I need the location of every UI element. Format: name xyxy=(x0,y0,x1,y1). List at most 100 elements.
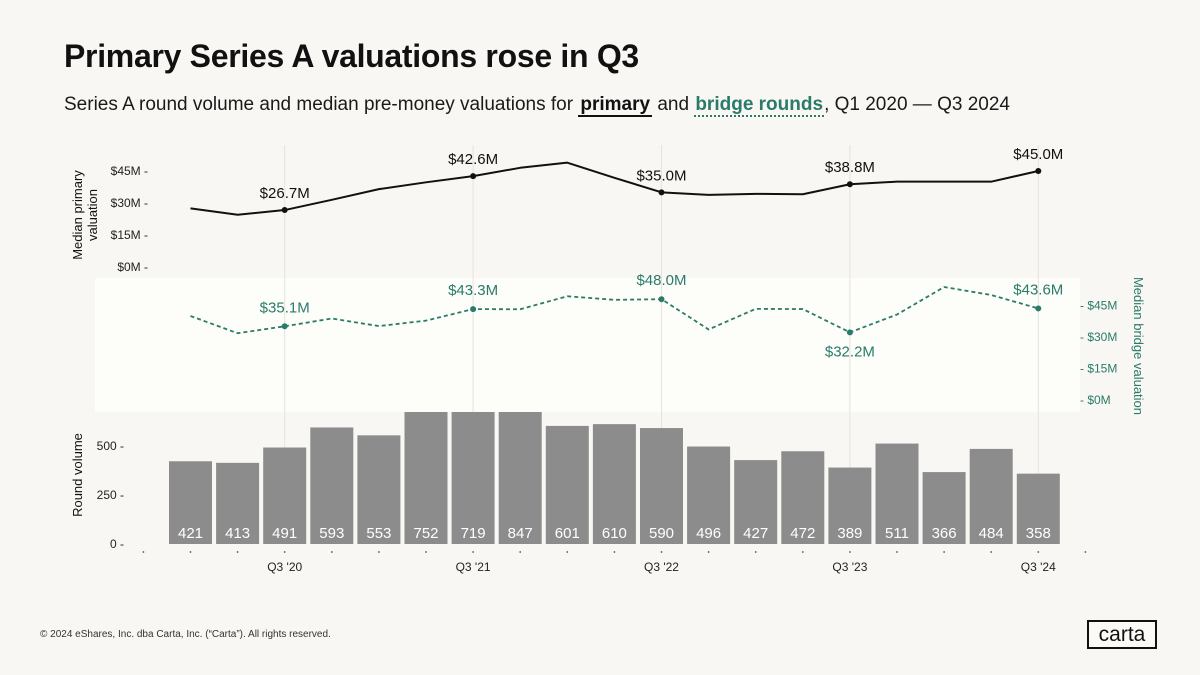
volume-bar xyxy=(498,412,542,544)
primary-data-label: $26.7M xyxy=(260,185,310,202)
volume-bar xyxy=(216,462,260,544)
primary-point xyxy=(1035,168,1042,174)
bridge-data-label: $43.3M xyxy=(448,282,498,299)
bridge-data-label: $32.2M xyxy=(825,343,875,360)
volume-bar-label: 389 xyxy=(837,525,862,542)
primary-point xyxy=(470,173,477,180)
volume-bar xyxy=(640,428,683,544)
bridge-data-label: $35.1M xyxy=(260,299,310,316)
volume-tick-label: 250 - xyxy=(97,488,124,502)
volume-bar xyxy=(263,447,307,544)
primary-valuation-line xyxy=(190,161,1039,216)
subtitle-text-post: , Q1 2020 — Q3 2024 xyxy=(824,94,1010,115)
volume-bar xyxy=(828,467,872,544)
bridge-panel-background xyxy=(95,278,1080,412)
volume-bar-label: 752 xyxy=(413,525,438,542)
bridge-point xyxy=(846,329,853,336)
primary-point xyxy=(846,181,853,188)
volume-bar-label: 601 xyxy=(555,525,580,542)
primary-tick-label: $45M - xyxy=(111,164,148,178)
x-tick-dot xyxy=(1084,551,1087,553)
bridge-point xyxy=(1035,305,1042,312)
bridge-data-label: $48.0M xyxy=(636,272,686,289)
x-tick-dot xyxy=(990,551,993,553)
x-tick-dot xyxy=(330,551,333,553)
x-tick-label: Q3 '22 xyxy=(644,560,679,574)
x-tick-dot xyxy=(472,551,474,553)
primary-tick-label: $15M - xyxy=(111,228,148,242)
chart-subtitle: Series A round volume and median pre-mon… xyxy=(64,94,1010,117)
primary-data-label: $35.0M xyxy=(636,167,686,184)
volume-bar-label: 610 xyxy=(602,525,627,542)
volume-bar xyxy=(169,461,212,544)
primary-data-label: $45.0M xyxy=(1013,146,1063,163)
x-tick-dot xyxy=(849,551,851,553)
bridge-tick-label: - $15M xyxy=(1080,362,1117,376)
volume-bar-label: 847 xyxy=(508,525,533,542)
volume-bar xyxy=(734,460,778,544)
volume-bar xyxy=(875,443,919,544)
volume-bar-label: 366 xyxy=(932,525,957,542)
bridge-valuation-line xyxy=(190,286,1039,335)
volume-bar xyxy=(310,427,354,544)
x-tick-dot xyxy=(943,551,945,553)
x-tick-dot xyxy=(896,551,898,553)
bridge-point xyxy=(658,296,665,303)
x-tick-dot xyxy=(283,551,286,553)
volume-bar xyxy=(545,425,589,544)
x-tick-dot xyxy=(660,551,663,553)
x-tick-dot xyxy=(519,551,522,553)
volume-bar-label: 358 xyxy=(1026,525,1051,542)
bridge-tick-label: - $45M xyxy=(1080,299,1117,313)
x-tick-dot xyxy=(142,551,145,553)
volume-bar-label: 496 xyxy=(696,525,721,542)
x-tick-dot xyxy=(425,551,427,553)
valuation-volume-chart: 421 413 491 593 553 752 719 847 601 610 590 496 427 4… xyxy=(70,145,1146,574)
volume-bar xyxy=(592,424,636,544)
x-tick-dot xyxy=(378,551,380,553)
carta-logo: carta xyxy=(1087,620,1157,649)
primary-axis-title-line1: Median primary xyxy=(70,170,85,260)
x-tick-dot xyxy=(236,551,239,553)
volume-bar-label: 413 xyxy=(225,525,250,542)
bridge-keyword: bridge rounds xyxy=(694,94,825,117)
bridge-point xyxy=(281,323,288,330)
bridge-point xyxy=(470,306,477,313)
primary-tick-label: $30M - xyxy=(111,196,148,210)
volume-bar-label: 593 xyxy=(319,525,344,542)
volume-bar xyxy=(781,451,825,544)
bridge-tick-label: - $30M xyxy=(1080,330,1117,344)
volume-axis-title: Round volume xyxy=(70,433,85,517)
volume-bar xyxy=(969,448,1013,544)
x-tick-dot xyxy=(801,551,804,553)
volume-bar xyxy=(357,435,401,544)
copyright-footer: © 2024 eShares, Inc. dba Carta, Inc. (“C… xyxy=(40,629,331,640)
subtitle-text-and: and xyxy=(652,94,695,115)
x-tick-dot xyxy=(566,551,569,553)
volume-bar-label: 719 xyxy=(461,525,486,542)
volume-tick-label: 500 - xyxy=(97,439,124,453)
chart-title: Primary Series A valuations rose in Q3 xyxy=(64,38,639,74)
x-tick-dot xyxy=(707,551,710,553)
volume-bar xyxy=(1016,473,1060,544)
volume-bar xyxy=(404,412,448,544)
volume-bar-label: 553 xyxy=(366,525,391,542)
volume-bar-label: 472 xyxy=(790,525,815,542)
volume-bar-label: 427 xyxy=(743,525,768,542)
volume-bar-label: 590 xyxy=(649,525,674,542)
bridge-data-label: $43.6M xyxy=(1013,281,1063,298)
volume-bar xyxy=(922,472,966,544)
volume-tick-label: 0 - xyxy=(110,537,124,551)
bridge-tick-label: - $0M xyxy=(1080,393,1111,407)
x-tick-dot xyxy=(754,551,757,553)
primary-point xyxy=(658,189,665,196)
x-tick-dot xyxy=(189,551,192,553)
volume-bar xyxy=(687,446,731,544)
primary-keyword: primary xyxy=(578,94,653,117)
x-tick-label: Q3 '21 xyxy=(456,560,491,574)
x-tick-label: Q3 '20 xyxy=(267,560,302,574)
bridge-axis-title: Median bridge valuation xyxy=(1131,277,1146,415)
x-tick-dot xyxy=(613,551,616,553)
x-tick-label: Q3 '23 xyxy=(832,560,867,574)
volume-bar-label: 484 xyxy=(979,525,1004,542)
